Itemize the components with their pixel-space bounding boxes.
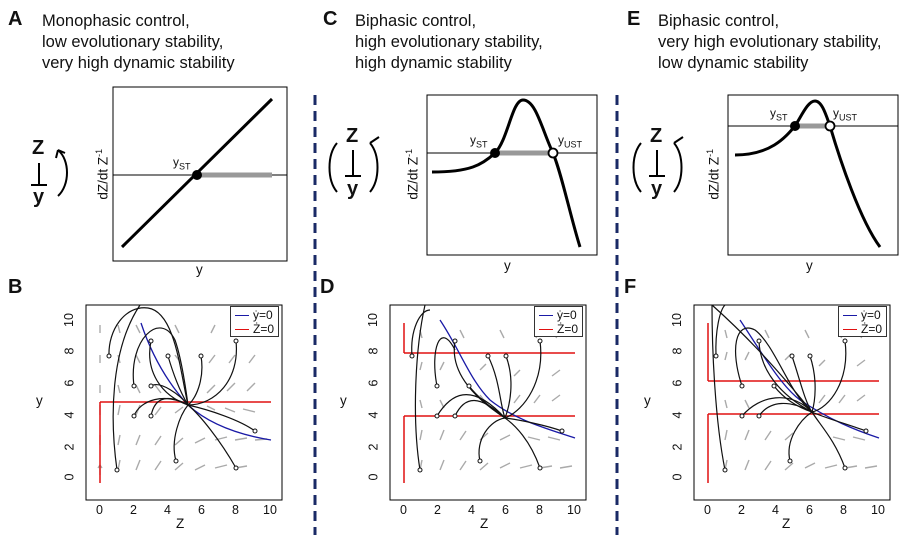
circuit-e-y: y [651,178,663,200]
circuit-c-z: Z [346,125,359,147]
circuit-e [632,136,684,193]
legend-d: ẏ=0 Ż=0 [534,306,584,337]
plot-a [112,86,288,262]
plot-d-ylabel: y [340,393,347,408]
plot-a-xlabel: y [196,262,203,277]
plot-c-ylabel: dZ/dt Z-1 [403,148,421,200]
panel-label-a: A [8,8,23,30]
circuit-a-z: Z [32,137,45,159]
circuit-e-z: Z [650,125,663,147]
plot-d [389,304,587,501]
panel-label-b: B [8,276,23,298]
plot-c-yst-label: yST [470,133,488,150]
plot-b [85,304,283,501]
plot-c-yust-label: yUST [558,133,582,150]
panel-label-f: F [624,276,637,298]
legend-b: ẏ=0 Ż=0 [230,306,280,337]
panel-a-heading: Monophasic control, low evolutionary stab… [42,12,235,72]
circuit-c [328,136,380,193]
plot-a-ylabel: dZ/dt Z-1 [93,148,111,200]
plot-b-ylabel: y [36,393,43,408]
plot-c [426,94,598,256]
plot-f [693,304,891,501]
panel-label-e: E [627,8,641,30]
plot-e-yust-label: yUST [833,106,857,123]
panel-c-heading: Biphasic control, high evolutionary stabi… [355,12,543,72]
plot-e-xlabel: y [806,258,813,273]
legend-f: ẏ=0 Ż=0 [838,306,888,337]
vector-field-b [97,324,268,475]
panel-label-d: D [320,276,335,298]
plot-f-xlabel: Z [782,516,791,531]
plot-f-ylabel: y [644,393,651,408]
circuit-a-y: y [33,186,45,208]
plot-e-yst-label: yST [770,106,788,123]
circuit-c-y: y [347,178,359,200]
plot-e-ylabel: dZ/dt Z-1 [704,148,722,200]
plot-d-xlabel: Z [480,516,489,531]
vector-field-d [419,329,573,471]
circuit-a [31,149,68,197]
plot-a-yst-label: yST [173,155,191,172]
panel-e-heading: Biphasic control, very high evolutionary … [658,12,882,72]
plot-b-xlabel: Z [176,516,185,531]
plot-e [727,94,899,256]
plot-c-xlabel: y [504,258,511,273]
panel-label-c: C [323,8,338,30]
